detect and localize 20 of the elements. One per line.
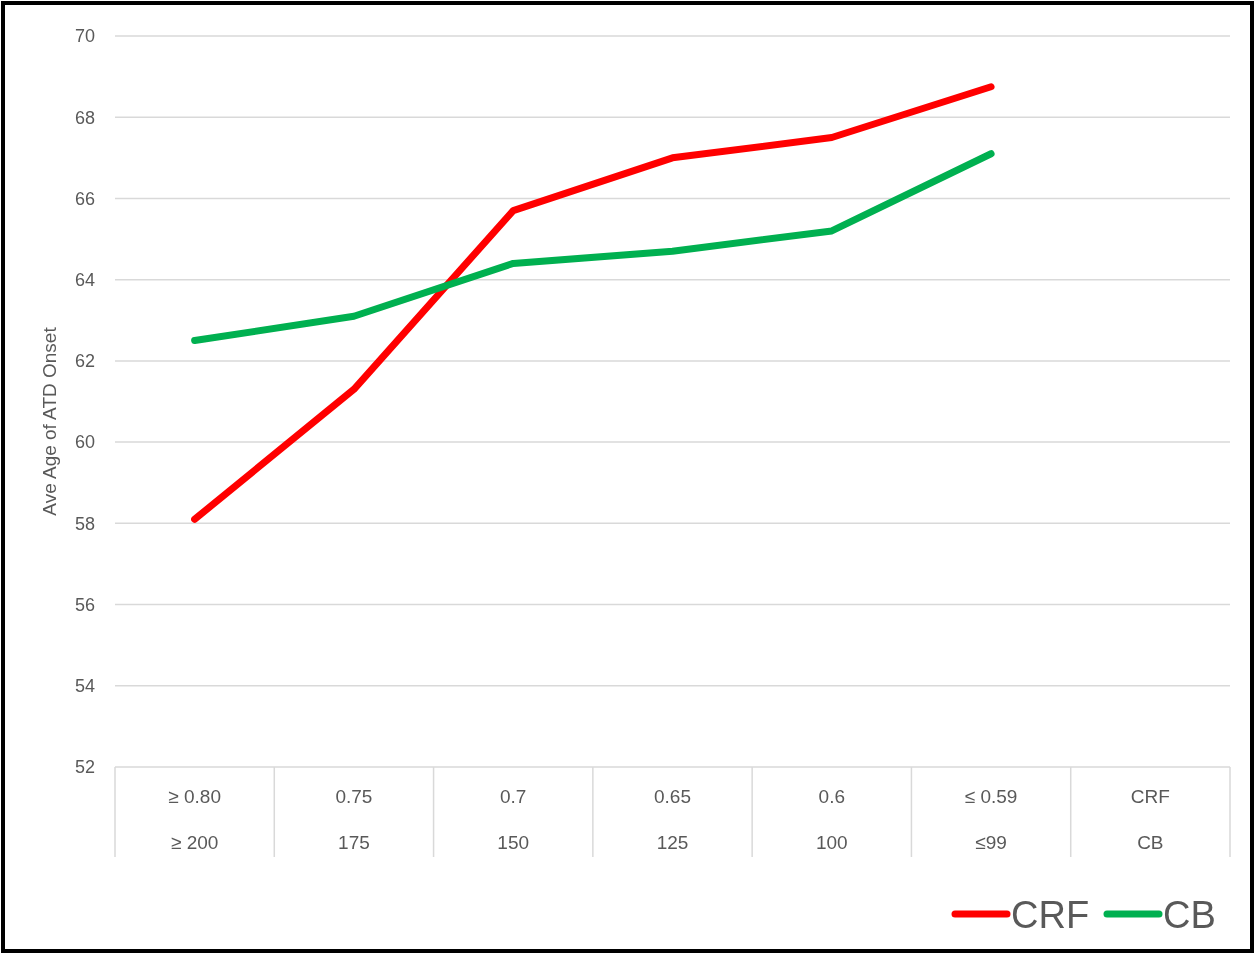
category-label: ≥ 0.80 ≥ 200 <box>168 786 221 853</box>
y-tick-label: 62 <box>74 351 95 372</box>
category-label: CRF CB <box>1130 786 1170 853</box>
y-tick-label: 56 <box>74 594 95 615</box>
y-tick-label: 60 <box>74 432 95 453</box>
category-label: 0.6 100 <box>815 786 848 853</box>
category-label: 0.75 175 <box>335 786 373 853</box>
y-axis-title: Ave Age of ATD Onset <box>39 326 60 516</box>
legend-label: CB <box>1163 893 1216 936</box>
y-tick-label: 54 <box>74 676 95 697</box>
y-tick-label: 66 <box>74 188 95 209</box>
y-tick-label: 68 <box>74 107 95 128</box>
category-label: ≤ 0.59 ≤99 <box>964 786 1018 853</box>
category-label: 0.65 125 <box>654 786 691 853</box>
y-tick-label: 58 <box>74 513 95 534</box>
y-tick-label: 70 <box>74 26 95 47</box>
legend-label: CRF <box>1011 893 1090 936</box>
y-tick-label: 52 <box>74 757 95 778</box>
category-label: 0.7 150 <box>497 786 530 853</box>
y-tick-label: 64 <box>74 269 95 290</box>
